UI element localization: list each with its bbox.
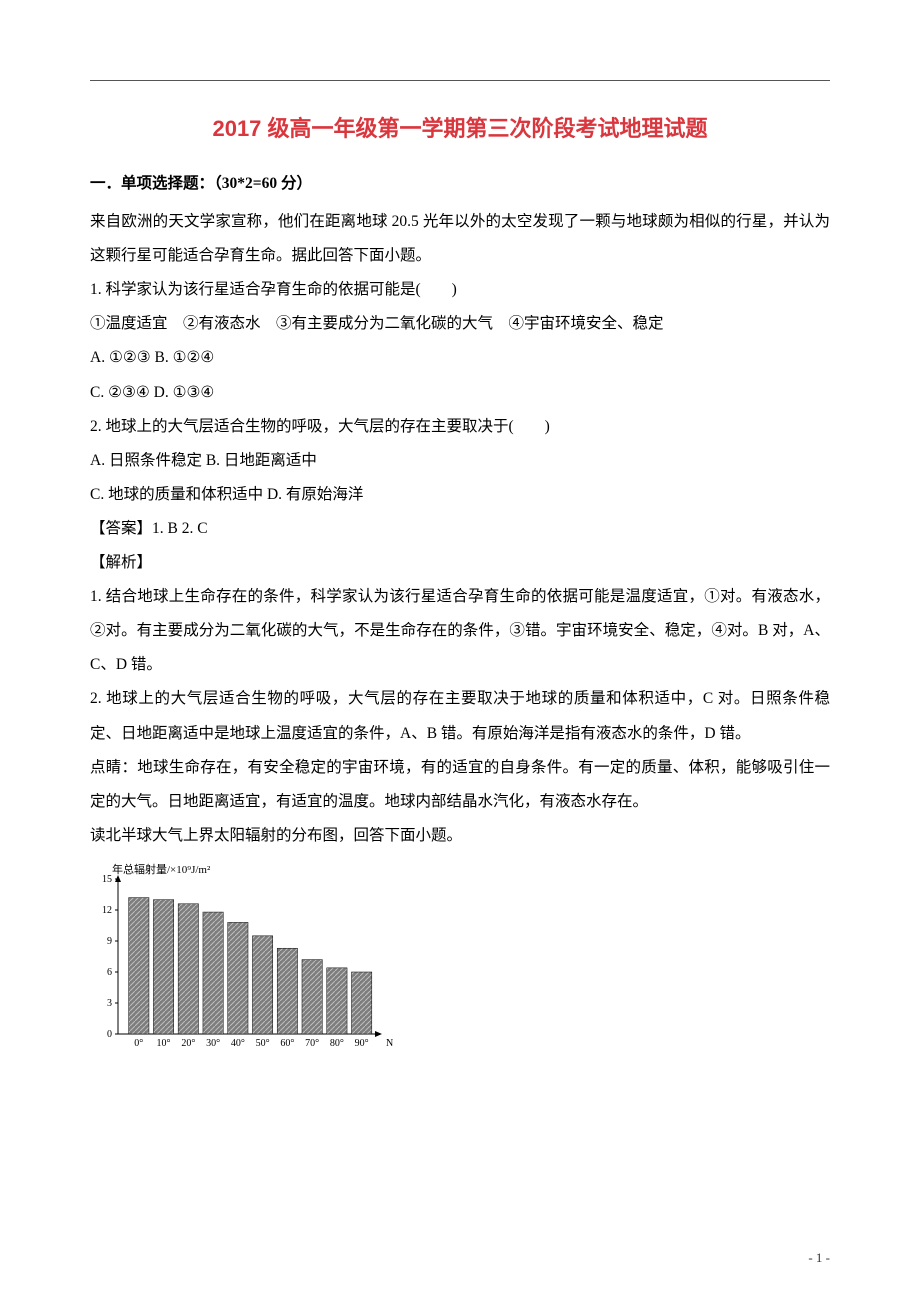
svg-text:年总辐射量/×10⁹J/m²: 年总辐射量/×10⁹J/m² — [112, 862, 211, 876]
svg-text:60°: 60° — [280, 1038, 294, 1049]
question-1-options-ab: A. ①②③ B. ①②④ — [90, 341, 830, 375]
question-2: 2. 地球上的大气层适合生物的呼吸，大气层的存在主要取决于( ) — [90, 410, 830, 444]
explanation-1: 1. 结合地球上生命存在的条件，科学家认为该行星适合孕育生命的依据可能是温度适宜… — [90, 580, 830, 682]
svg-text:10°: 10° — [157, 1038, 171, 1049]
svg-text:40°: 40° — [231, 1038, 245, 1049]
section-heading: 一．单项选择题：（30*2=60 分） — [90, 167, 830, 201]
svg-text:9: 9 — [107, 936, 112, 947]
explanation-heading: 【解析】 — [90, 546, 830, 580]
page-number: - 1 - — [808, 1250, 830, 1266]
exam-title: 2017 级高一年级第一学期第三次阶段考试地理试题 — [90, 111, 830, 143]
svg-text:80°: 80° — [330, 1038, 344, 1049]
question-2-options-ab: A. 日照条件稳定 B. 日地距离适中 — [90, 444, 830, 478]
question-1-options-cd: C. ②③④ D. ①③④ — [90, 376, 830, 410]
top-rule — [90, 80, 830, 81]
radiation-bar-chart: 0 3 6 9 12 15年总辐射量/×10⁹J/m² 0° 10° 20° 30° 40° 50° 6… — [90, 861, 830, 1059]
answer-line: 【答案】1. B 2. C — [90, 512, 830, 546]
svg-text:0°: 0° — [134, 1038, 143, 1049]
svg-text:70°: 70° — [305, 1038, 319, 1049]
svg-text:30°: 30° — [206, 1038, 220, 1049]
svg-text:50°: 50° — [256, 1038, 270, 1049]
svg-text:0: 0 — [107, 1029, 112, 1040]
passage-intro: 来自欧洲的天文学家宣称，他们在距离地球 20.5 光年以外的太空发现了一颗与地球… — [90, 205, 830, 273]
page: 2017 级高一年级第一学期第三次阶段考试地理试题 一．单项选择题：（30*2=… — [0, 0, 920, 1302]
svg-text:6: 6 — [107, 967, 112, 978]
explanation-2: 2. 地球上的大气层适合生物的呼吸，大气层的存在主要取决于地球的质量和体积适中，… — [90, 682, 830, 750]
svg-text:N: N — [386, 1038, 393, 1049]
question-2-options-cd: C. 地球的质量和体积适中 D. 有原始海洋 — [90, 478, 830, 512]
chart-svg: 0 3 6 9 12 15年总辐射量/×10⁹J/m² 0° 10° 20° 30° 40° 50° 6… — [90, 861, 396, 1054]
svg-text:20°: 20° — [181, 1038, 195, 1049]
svg-text:3: 3 — [107, 998, 112, 1009]
question-1-statements: ①温度适宜 ②有液态水 ③有主要成分为二氧化碳的大气 ④宇宙环境安全、稳定 — [90, 307, 830, 341]
tip-paragraph: 点睛：地球生命存在，有安全稳定的宇宙环境，有的适宜的自身条件。有一定的质量、体积… — [90, 751, 830, 819]
next-passage-intro: 读北半球大气上界太阳辐射的分布图，回答下面小题。 — [90, 819, 830, 853]
svg-text:15: 15 — [102, 874, 112, 885]
question-1: 1. 科学家认为该行星适合孕育生命的依据可能是( ) — [90, 273, 830, 307]
svg-text:12: 12 — [102, 905, 112, 916]
svg-text:90°: 90° — [355, 1038, 369, 1049]
